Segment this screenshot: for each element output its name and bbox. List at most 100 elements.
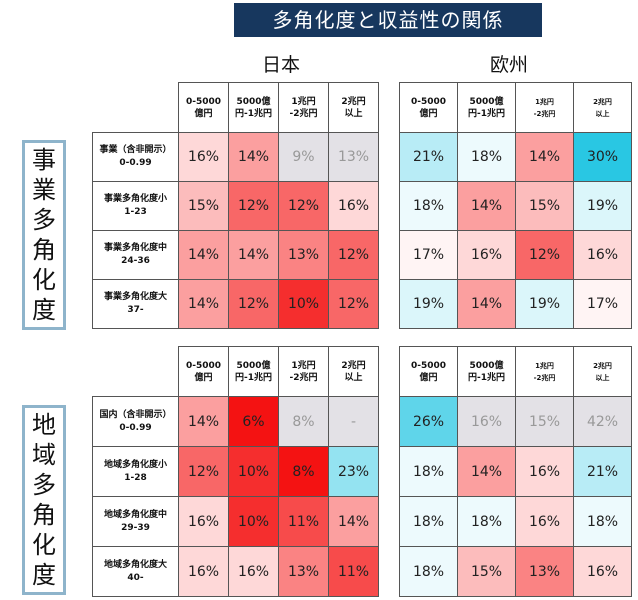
column-header: 0-5000 億円 xyxy=(399,346,458,397)
heatmap-cell: 30% xyxy=(573,132,632,182)
section-label-char: 度 xyxy=(32,296,56,324)
chart-title: 多角化度と収益性の関係 xyxy=(234,3,542,37)
heatmap-cell: 26% xyxy=(399,396,458,447)
heatmap-cell: 18% xyxy=(399,181,458,231)
heatmap-cell: 16% xyxy=(515,496,574,547)
heatmap-cell: 17% xyxy=(399,230,458,280)
heatmap-cell: 12% xyxy=(178,446,229,497)
heatmap-cell: 11% xyxy=(328,546,379,597)
heatmap-cell: 15% xyxy=(178,181,229,231)
heatmap-business-japan: 0-5000 億円 5000億 円-1兆円 1兆円 -2兆円 2兆円 以上 事業（含非開示） 0-… xyxy=(92,82,379,329)
heatmap-cell: 18% xyxy=(457,496,516,547)
column-header: 5000億 円-1兆円 xyxy=(228,82,279,133)
heatmap-region-japan: 0-5000 億円 5000億 円-1兆円 1兆円 -2兆円 2兆円 以上国内（含非開示） 0-… xyxy=(92,346,379,597)
heatmap-cell: 16% xyxy=(178,546,229,597)
column-header: 0-5000 億円 xyxy=(178,82,229,133)
heatmap-cell: 14% xyxy=(457,181,516,231)
heatmap-cell: - xyxy=(328,396,379,447)
heatmap-cell: 21% xyxy=(573,446,632,497)
column-header: 2兆円 以上 xyxy=(328,82,379,133)
row-header: 事業多角化度小 1-23 xyxy=(92,181,179,231)
heatmap-cell: 19% xyxy=(515,279,574,329)
column-header: 2兆円 以上 xyxy=(328,346,379,397)
heatmap-cell: 16% xyxy=(178,132,229,182)
heatmap-cell: 16% xyxy=(228,546,279,597)
heatmap-cell: 15% xyxy=(515,181,574,231)
section-label-char: 業 xyxy=(32,176,56,204)
heatmap-cell: 18% xyxy=(399,496,458,547)
heatmap-cell: 12% xyxy=(515,230,574,280)
heatmap-cell: 13% xyxy=(328,132,379,182)
heatmap-cell: 16% xyxy=(457,396,516,447)
row-header: 事業多角化度大 37- xyxy=(92,279,179,329)
row-header: 国内（含非開示） 0-0.99 xyxy=(92,396,179,447)
heatmap-cell: 6% xyxy=(228,396,279,447)
heatmap-cell: 8% xyxy=(278,446,329,497)
heatmap-cell: 14% xyxy=(178,230,229,280)
heatmap-cell: 12% xyxy=(228,279,279,329)
heatmap-cell: 14% xyxy=(178,396,229,447)
heatmap-cell: 18% xyxy=(399,546,458,597)
column-header: 5000億 円-1兆円 xyxy=(457,82,516,133)
heatmap-cell: 16% xyxy=(328,181,379,231)
heatmap-cell: 14% xyxy=(178,279,229,329)
section-label-char: 事 xyxy=(32,146,56,174)
heatmap-cell: 13% xyxy=(278,546,329,597)
heatmap-cell: 18% xyxy=(399,446,458,497)
heatmap-cell: 19% xyxy=(399,279,458,329)
heatmap-cell: 23% xyxy=(328,446,379,497)
column-header: 1兆円 -2兆円 xyxy=(278,346,329,397)
row-header: 事業多角化度中 24-36 xyxy=(92,230,179,280)
corner-cell xyxy=(93,83,179,133)
heatmap-cell: 9% xyxy=(278,132,329,182)
row-header: 事業（含非開示） 0-0.99 xyxy=(92,132,179,182)
heatmap-cell: 12% xyxy=(228,181,279,231)
section-label-char: 域 xyxy=(32,441,56,469)
heatmap-cell: 13% xyxy=(515,546,574,597)
heatmap-cell: 13% xyxy=(278,230,329,280)
region-label-europe: 欧州 xyxy=(490,54,529,76)
heatmap-cell: 21% xyxy=(399,132,458,182)
heatmap-cell: 15% xyxy=(515,396,574,447)
heatmap-cell: 18% xyxy=(573,496,632,547)
row-header: 地域多角化度小 1-28 xyxy=(92,446,179,497)
row-header: 地域多角化度中 29-39 xyxy=(92,496,179,547)
region-label-japan: 日本 xyxy=(262,54,301,76)
heatmap-cell: 11% xyxy=(278,496,329,547)
column-header: 1兆円 -2兆円 xyxy=(515,346,574,397)
corner-cell xyxy=(93,347,179,397)
column-header: 5000億 円-1兆円 xyxy=(228,346,279,397)
heatmap-region-europe: 0-5000 億円 5000億 円-1兆円 1兆円 -2兆円 2兆円 以上 26% 16% 15% 4… xyxy=(399,346,632,597)
column-header: 5000億 円-1兆円 xyxy=(457,346,516,397)
heatmap-cell: 14% xyxy=(228,132,279,182)
section-label-char: 化 xyxy=(32,531,56,559)
heatmap-cell: 12% xyxy=(328,279,379,329)
heatmap-cell: 19% xyxy=(573,181,632,231)
column-header: 0-5000 億円 xyxy=(399,82,458,133)
row-header: 地域多角化度大 40- xyxy=(92,546,179,597)
section-label-char: 角 xyxy=(32,501,56,529)
section-label-char: 地 xyxy=(32,411,56,439)
heatmap-cell: 14% xyxy=(515,132,574,182)
heatmap-cell: 17% xyxy=(573,279,632,329)
heatmap-cell: 14% xyxy=(228,230,279,280)
heatmap-cell: 14% xyxy=(328,496,379,547)
heatmap-cell: 10% xyxy=(228,446,279,497)
heatmap-cell: 16% xyxy=(457,230,516,280)
heatmap-cell: 14% xyxy=(457,279,516,329)
heatmap-cell: 16% xyxy=(178,496,229,547)
section-label-char: 多 xyxy=(32,471,56,499)
heatmap-cell: 12% xyxy=(328,230,379,280)
heatmap-cell: 10% xyxy=(228,496,279,547)
section-label-region: 地域多角化度 xyxy=(22,405,66,595)
heatmap-cell: 18% xyxy=(457,132,516,182)
section-label-char: 多 xyxy=(32,206,56,234)
column-header: 2兆円 以上 xyxy=(573,82,632,133)
heatmap-cell: 16% xyxy=(515,446,574,497)
heatmap-business-europe: 0-5000 億円 5000億 円-1兆円 1兆円 -2兆円 2兆円 以上 21% 18% 14% 3… xyxy=(399,82,632,329)
heatmap-cell: 15% xyxy=(457,546,516,597)
column-header: 0-5000 億円 xyxy=(178,346,229,397)
column-header: 2兆円 以上 xyxy=(573,346,632,397)
heatmap-cell: 8% xyxy=(278,396,329,447)
section-label-char: 角 xyxy=(32,236,56,264)
